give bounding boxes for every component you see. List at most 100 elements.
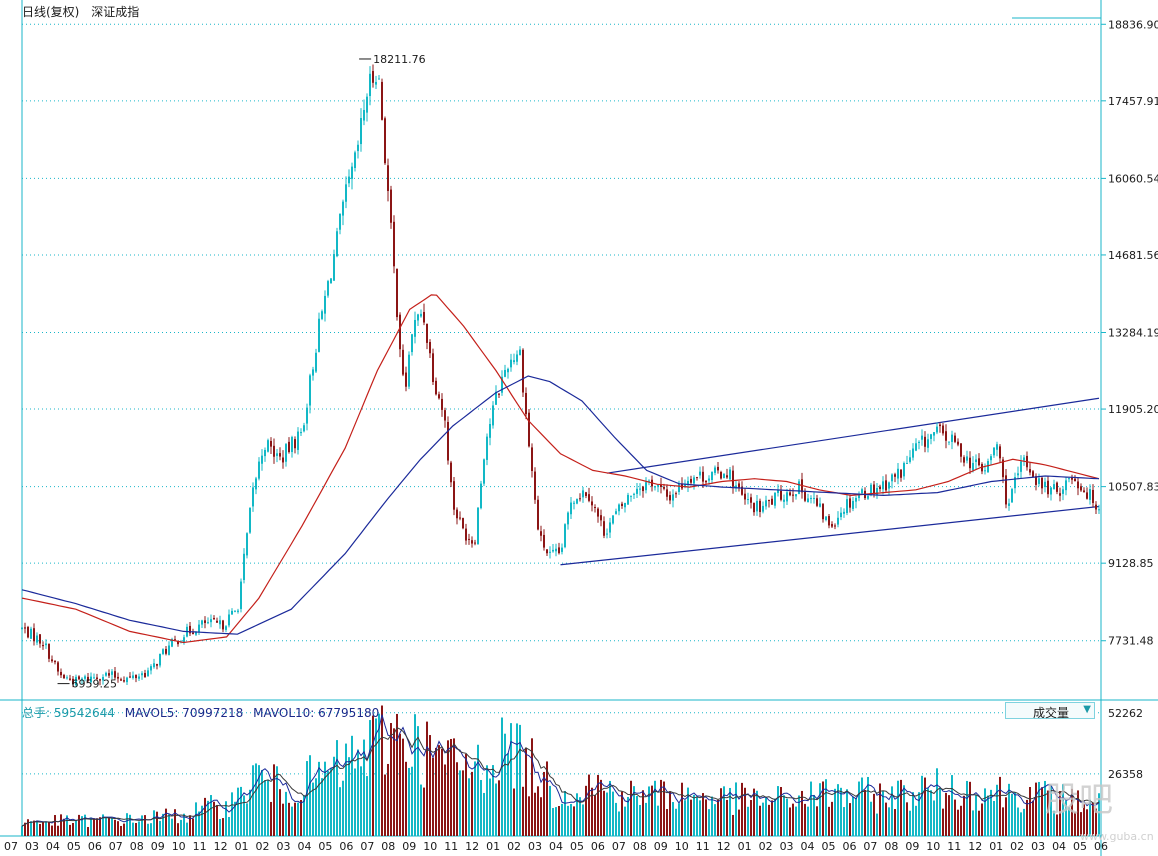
- volume-bar: [339, 787, 341, 836]
- candle-body: [234, 610, 236, 612]
- candle-body: [369, 73, 371, 97]
- volume-bar: [561, 803, 563, 836]
- volume-bar: [810, 781, 812, 836]
- volume-bar: [465, 753, 467, 836]
- candle-body: [612, 515, 614, 524]
- month-label: 07: [360, 840, 374, 853]
- candle-body: [42, 645, 44, 647]
- volume-bar: [234, 801, 236, 836]
- candle-body: [1017, 473, 1019, 476]
- month-label: 04: [46, 840, 60, 853]
- candle-body: [954, 435, 956, 442]
- volume-bar: [54, 815, 56, 836]
- volume-bar: [600, 779, 602, 836]
- volume-bar: [345, 743, 347, 836]
- volume-bar: [252, 765, 254, 836]
- chart-title: 日线(复权) 深证成指: [22, 3, 147, 20]
- volume-bar: [57, 825, 59, 836]
- ma-blue-line: [21, 375, 1100, 635]
- volume-bar: [483, 792, 485, 836]
- candle-body: [492, 405, 494, 426]
- volume-bar: [516, 723, 518, 836]
- candle-body: [420, 313, 422, 317]
- volume-bar: [207, 800, 209, 836]
- candle-body: [204, 620, 206, 623]
- volume-bar: [759, 805, 761, 836]
- candle-body: [693, 477, 695, 484]
- volume-bar: [267, 779, 269, 836]
- candle-body: [114, 671, 116, 678]
- volume-bar: [204, 797, 206, 836]
- volume-bar: [999, 776, 1001, 836]
- month-label: 11: [696, 840, 710, 853]
- volume-bar: [282, 803, 284, 836]
- volume-bar: [414, 714, 416, 836]
- volume-bar: [492, 765, 494, 836]
- candle-body: [723, 473, 725, 479]
- indicator-select-button[interactable]: 成交量 ▼: [1005, 702, 1095, 720]
- volume-bar: [978, 810, 980, 836]
- candle-body: [288, 441, 290, 453]
- candle-body: [357, 144, 359, 152]
- volume-bar: [984, 788, 986, 836]
- price-tick-label: 18836.90: [1108, 18, 1158, 31]
- volume-bar: [588, 774, 590, 836]
- month-label: 01: [486, 840, 500, 853]
- candle-body: [732, 470, 734, 487]
- volume-bar: [837, 784, 839, 836]
- candle-body: [750, 497, 752, 503]
- volume-bar: [522, 786, 524, 836]
- volume-bar: [408, 767, 410, 836]
- candle-body: [984, 470, 986, 472]
- volume-bar: [954, 799, 956, 836]
- volume-bar: [1080, 812, 1082, 836]
- candle-body: [1062, 489, 1064, 494]
- candle-body: [96, 677, 98, 680]
- mavol10-label: MAVOL10: 67795180: [253, 706, 380, 720]
- volume-bar: [459, 770, 461, 836]
- candle-body: [285, 444, 287, 462]
- volume-bar: [474, 761, 476, 836]
- candle-body: [462, 518, 464, 529]
- month-label: 05: [822, 840, 836, 853]
- candle-body: [657, 484, 659, 487]
- candle-body: [978, 458, 980, 466]
- candle-body: [597, 508, 599, 517]
- candle-body: [177, 641, 179, 645]
- month-label: 05: [67, 840, 81, 853]
- volume-bar: [822, 781, 824, 836]
- volume-bar: [900, 779, 902, 836]
- candle-body: [690, 478, 692, 483]
- candle-body: [444, 410, 446, 421]
- volume-bar: [660, 779, 662, 836]
- volume-bar: [495, 783, 497, 836]
- candle-body: [270, 440, 272, 447]
- candle-body: [1002, 459, 1004, 478]
- month-label: 08: [130, 840, 144, 853]
- candle-body: [384, 118, 386, 164]
- volume-bar: [507, 753, 509, 836]
- month-label: 06: [591, 840, 605, 853]
- candle-body: [402, 349, 404, 375]
- candle-body: [921, 435, 923, 440]
- month-label: 07: [109, 840, 123, 853]
- volume-bar: [792, 803, 794, 836]
- volume-bar: [1017, 807, 1019, 836]
- candle-body: [663, 487, 665, 489]
- volume-bar: [699, 800, 701, 836]
- candle-body: [741, 486, 743, 495]
- candle-body: [312, 369, 314, 376]
- candle-body: [150, 666, 152, 671]
- volume-bar: [1053, 810, 1055, 836]
- volume-bar: [672, 802, 674, 836]
- candle-body: [129, 676, 131, 678]
- volume-bar: [651, 785, 653, 836]
- candle-body: [756, 500, 758, 512]
- candle-body: [1056, 482, 1058, 492]
- month-label: 11: [193, 840, 207, 853]
- volume-bar: [108, 818, 110, 836]
- candle-body: [996, 444, 998, 450]
- volume-bar: [720, 788, 722, 836]
- volume-bar: [912, 792, 914, 836]
- month-label: 01: [235, 840, 249, 853]
